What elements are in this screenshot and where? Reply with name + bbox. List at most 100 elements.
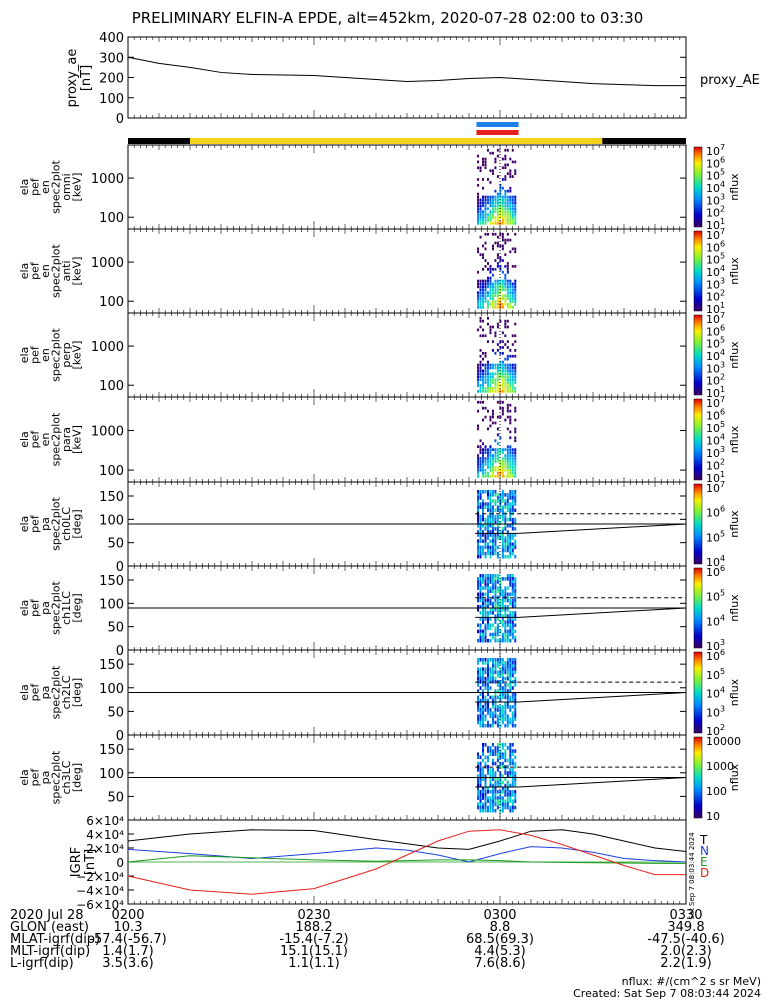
- heatmap-cell: [506, 714, 509, 719]
- heatmap-cell: [484, 369, 487, 373]
- heatmap-cell: [489, 276, 492, 280]
- heatmap-cell: [496, 689, 499, 693]
- heatmap-cell: [509, 201, 512, 205]
- heatmap-cell: [506, 720, 509, 725]
- heatmap-cell: [484, 297, 487, 300]
- ephemeris-value: 4.4(5.3): [474, 944, 526, 959]
- heatmap-cell: [496, 219, 499, 222]
- heatmap-cell: [491, 460, 494, 463]
- heatmap-cell: [484, 282, 487, 286]
- heatmap-cell: [511, 524, 514, 528]
- heatmap-cell: [484, 457, 487, 460]
- heatmap-cell: [486, 490, 489, 494]
- heatmap-cell: [477, 592, 480, 597]
- heatmap-cell: [486, 232, 489, 236]
- y-axis-label: ela: [18, 600, 31, 617]
- heatmap-cell: [514, 635, 517, 640]
- heatmap-cell: [506, 496, 509, 500]
- heatmap-cell: [514, 334, 517, 338]
- heatmap-cell: [504, 319, 507, 323]
- heatmap-cell: [486, 262, 489, 265]
- heatmap-cell: [477, 517, 480, 522]
- heatmap-cell: [501, 746, 504, 750]
- heatmap-cell: [504, 369, 507, 373]
- heatmap-cell: [509, 743, 512, 747]
- heatmap-cell: [477, 545, 480, 550]
- heatmap-cell: [477, 705, 480, 709]
- heatmap-cell: [496, 717, 499, 722]
- heatmap-cell: [511, 614, 514, 618]
- heatmap-cell: [511, 802, 514, 807]
- heatmap-cell: [484, 198, 487, 202]
- heatmap-cell: [504, 463, 507, 466]
- heatmap-cell: [506, 262, 509, 265]
- heatmap-cell: [496, 300, 499, 303]
- y-tick-label: 100: [99, 379, 124, 394]
- heatmap-cell: [504, 667, 507, 671]
- heatmap-cell: [501, 695, 504, 700]
- heatmap-cell: [484, 714, 487, 719]
- heatmap-cell: [496, 288, 499, 292]
- status-bar-black: [128, 138, 190, 144]
- heatmap-cell: [504, 178, 507, 181]
- heatmap-cell: [477, 708, 480, 712]
- heatmap-cell: [514, 201, 517, 205]
- heatmap-cell: [477, 160, 480, 164]
- heatmap-cell: [484, 265, 487, 268]
- heatmap-cell: [514, 454, 517, 457]
- heatmap-cell: [479, 451, 482, 454]
- heatmap-cell: [484, 808, 487, 813]
- heatmap-cell: [499, 692, 502, 697]
- heatmap-cell: [491, 790, 494, 794]
- heatmap-cell: [486, 282, 489, 286]
- heatmap-cell: [494, 577, 497, 581]
- heatmap-cell: [501, 499, 504, 503]
- heatmap-cell: [489, 418, 492, 422]
- heatmap-cell: [486, 720, 489, 725]
- heatmap-cell: [489, 328, 492, 332]
- heatmap-cell: [486, 598, 489, 603]
- heatmap-cell: [514, 708, 517, 712]
- heatmap-cell: [491, 583, 494, 587]
- heatmap-cell: [482, 774, 485, 778]
- heatmap-cell: [486, 279, 489, 283]
- heatmap-cell: [484, 667, 487, 671]
- heatmap-cell: [514, 294, 517, 297]
- heatmap-cell: [499, 755, 502, 760]
- heatmap-cell: [506, 372, 509, 376]
- heatmap-cell: [501, 808, 504, 813]
- heatmap-cell: [486, 384, 489, 387]
- heatmap-cell: [477, 673, 480, 678]
- heatmap-cell: [494, 777, 497, 782]
- heatmap-cell: [514, 288, 517, 292]
- heatmap-cell: [504, 468, 507, 472]
- heatmap-cell: [479, 530, 482, 534]
- heatmap-cell: [509, 349, 512, 352]
- heatmap-cell: [514, 623, 517, 627]
- heatmap-cell: [489, 574, 492, 578]
- heatmap-cell: [511, 758, 514, 763]
- heatmap-cell: [504, 366, 507, 370]
- y-axis-label: pef: [29, 768, 42, 787]
- heatmap-cell: [501, 589, 504, 593]
- heatmap-cell: [479, 490, 482, 494]
- heatmap-cell: [499, 670, 502, 675]
- heatmap-cell: [482, 793, 485, 797]
- heatmap-cell: [509, 717, 512, 722]
- heatmap-cell: [491, 291, 494, 295]
- heatmap-cell: [479, 496, 482, 500]
- heatmap-cell: [504, 288, 507, 292]
- heatmap-cell: [504, 783, 507, 788]
- heatmap-cell: [486, 514, 489, 519]
- heatmap-cell: [504, 216, 507, 219]
- heatmap-cell: [479, 705, 482, 709]
- heatmap-cell: [482, 474, 485, 478]
- y-axis-label: proxy_ae: [65, 49, 80, 108]
- y-tick-label: 100: [99, 682, 124, 697]
- heatmap-cell: [514, 221, 517, 225]
- heatmap-cell: [479, 635, 482, 640]
- heatmap-cell: [482, 378, 485, 381]
- heatmap-cell: [489, 502, 492, 506]
- heatmap-cell: [514, 418, 517, 422]
- heatmap-cell: [504, 752, 507, 756]
